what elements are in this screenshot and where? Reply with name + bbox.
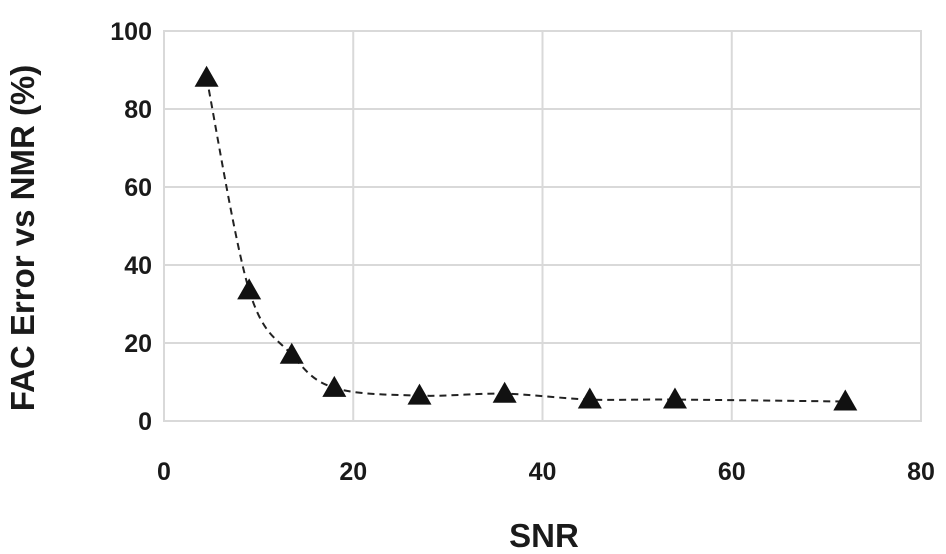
data-point xyxy=(577,387,602,409)
grid-layer xyxy=(163,30,922,422)
data-point xyxy=(322,375,347,397)
y-tick-label: 40 xyxy=(124,252,152,280)
data-point xyxy=(194,65,219,87)
trend-line xyxy=(205,77,846,403)
data-point xyxy=(833,389,858,411)
x-tick-label: 40 xyxy=(529,458,557,486)
marker-layer xyxy=(194,65,858,411)
data-point xyxy=(237,278,262,300)
data-point xyxy=(492,381,517,403)
data-point xyxy=(662,387,687,409)
axes-layer xyxy=(163,30,922,422)
plot-frame xyxy=(163,30,922,422)
data-point xyxy=(407,383,432,405)
y-tick-label: 0 xyxy=(138,408,152,436)
x-tick-label: 60 xyxy=(718,458,746,486)
y-tick-label: 60 xyxy=(124,174,152,202)
data-point xyxy=(279,342,304,364)
trend-layer xyxy=(205,77,846,403)
label-layer: 0 20 40 60 80 100 0 20 40 60 80 xyxy=(110,18,935,486)
x-tick-label: 0 xyxy=(157,458,171,486)
x-tick-label: 20 xyxy=(339,458,367,486)
y-axis-title: FAC Error vs NMR (%) xyxy=(4,65,41,412)
y-tick-label: 20 xyxy=(124,330,152,358)
y-tick-label: 100 xyxy=(110,18,152,46)
x-tick-label: 80 xyxy=(907,458,935,486)
y-tick-label: 80 xyxy=(124,96,152,124)
x-axis-title: SNR xyxy=(509,517,579,554)
